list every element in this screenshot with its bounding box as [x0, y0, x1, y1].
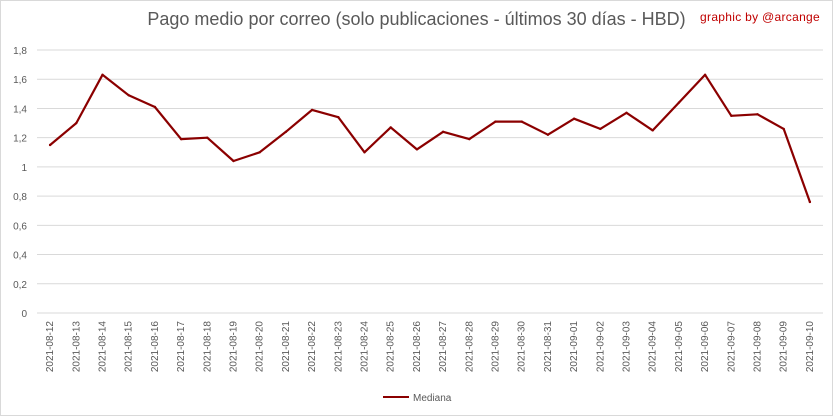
x-tick-label: 2021-08-23: [333, 321, 344, 373]
data-point: [468, 137, 471, 141]
y-tick-label: 0: [21, 309, 27, 320]
x-tick-label: 2021-09-09: [779, 321, 790, 373]
x-tick-label: 2021-08-28: [464, 321, 475, 373]
x-tick-label: 2021-08-20: [255, 321, 266, 373]
data-point: [520, 120, 523, 123]
legend-label: Mediana: [413, 393, 452, 404]
x-tick-label: 2021-08-26: [412, 321, 423, 373]
data-point: [808, 200, 812, 204]
x-tick-label: 2021-09-03: [622, 321, 633, 373]
x-tick-label: 2021-09-05: [674, 321, 685, 373]
chart-credit: graphic by @arcange: [700, 10, 820, 24]
data-point: [232, 159, 235, 163]
y-tick-label: 0,6: [13, 221, 27, 232]
x-tick-label: 2021-08-13: [71, 321, 82, 373]
x-tick-label: 2021-08-19: [229, 321, 240, 373]
data-point: [258, 151, 261, 154]
data-point: [494, 120, 497, 123]
x-axis-ticks: 2021-08-12 2021-08-13 2021-08-14 2021-08-15…: [45, 321, 816, 373]
x-tick-label: 2021-08-15: [124, 321, 135, 373]
chart-title: Pago medio por correo (solo publicacione…: [147, 9, 686, 29]
data-point: [389, 126, 392, 129]
x-tick-label: 2021-08-30: [517, 321, 528, 373]
legend: Mediana: [383, 393, 452, 404]
data-point: [703, 73, 707, 77]
x-tick-label: 2021-08-22: [307, 321, 318, 373]
data-point: [75, 121, 78, 125]
data-point: [599, 127, 602, 131]
x-tick-label: 2021-08-14: [98, 321, 109, 373]
data-point: [206, 136, 209, 139]
x-tick-label: 2021-08-16: [150, 321, 161, 373]
y-tick-label: 1,2: [13, 134, 27, 145]
data-point: [310, 108, 314, 112]
y-tick-label: 0,4: [13, 251, 27, 262]
data-point: [441, 130, 445, 134]
gridlines: [37, 49, 823, 314]
data-point: [782, 127, 785, 131]
x-tick-label: 2021-08-17: [176, 321, 187, 373]
data-point: [415, 148, 419, 151]
data-point: [127, 94, 130, 97]
y-tick-label: 1,4: [13, 104, 27, 115]
x-tick-label: 2021-09-04: [648, 321, 659, 373]
x-tick-label: 2021-09-08: [753, 321, 764, 373]
data-point: [677, 101, 681, 104]
y-axis-ticks: 0 0,2 0,4 0,6 0,8 1 1,2 1,4 1,6 1,8: [13, 46, 27, 320]
series-line-mediana: [48, 73, 812, 204]
x-tick-label: 2021-09-02: [595, 321, 606, 373]
x-tick-label: 2021-08-12: [45, 321, 56, 373]
data-point: [730, 114, 733, 117]
x-tick-label: 2021-08-25: [386, 321, 397, 373]
data-point: [625, 111, 628, 115]
data-point: [546, 133, 550, 136]
x-tick-label: 2021-08-31: [543, 321, 554, 373]
data-point: [101, 73, 104, 77]
y-tick-label: 0,8: [13, 192, 27, 203]
x-tick-label: 2021-09-10: [805, 321, 816, 373]
data-point: [572, 117, 576, 120]
data-point: [337, 116, 340, 119]
data-point: [363, 151, 366, 154]
data-point: [48, 143, 52, 147]
x-tick-label: 2021-09-01: [569, 321, 580, 373]
y-tick-label: 1: [21, 163, 27, 174]
x-tick-label: 2021-08-24: [360, 321, 371, 373]
data-point: [179, 137, 183, 141]
data-point: [756, 113, 759, 116]
y-tick-label: 1,6: [13, 75, 27, 86]
data-point: [284, 130, 288, 134]
x-tick-label: 2021-08-27: [438, 321, 449, 373]
series-layer: [48, 73, 812, 204]
x-tick-label: 2021-08-29: [491, 321, 502, 373]
x-tick-label: 2021-09-07: [726, 321, 737, 373]
x-tick-label: 2021-08-21: [281, 321, 292, 373]
x-tick-label: 2021-09-06: [700, 321, 711, 373]
data-point: [153, 105, 157, 109]
data-point: [651, 129, 654, 132]
y-tick-label: 1,8: [13, 46, 27, 57]
x-tick-label: 2021-08-18: [202, 321, 213, 373]
y-tick-label: 0,2: [13, 280, 27, 291]
